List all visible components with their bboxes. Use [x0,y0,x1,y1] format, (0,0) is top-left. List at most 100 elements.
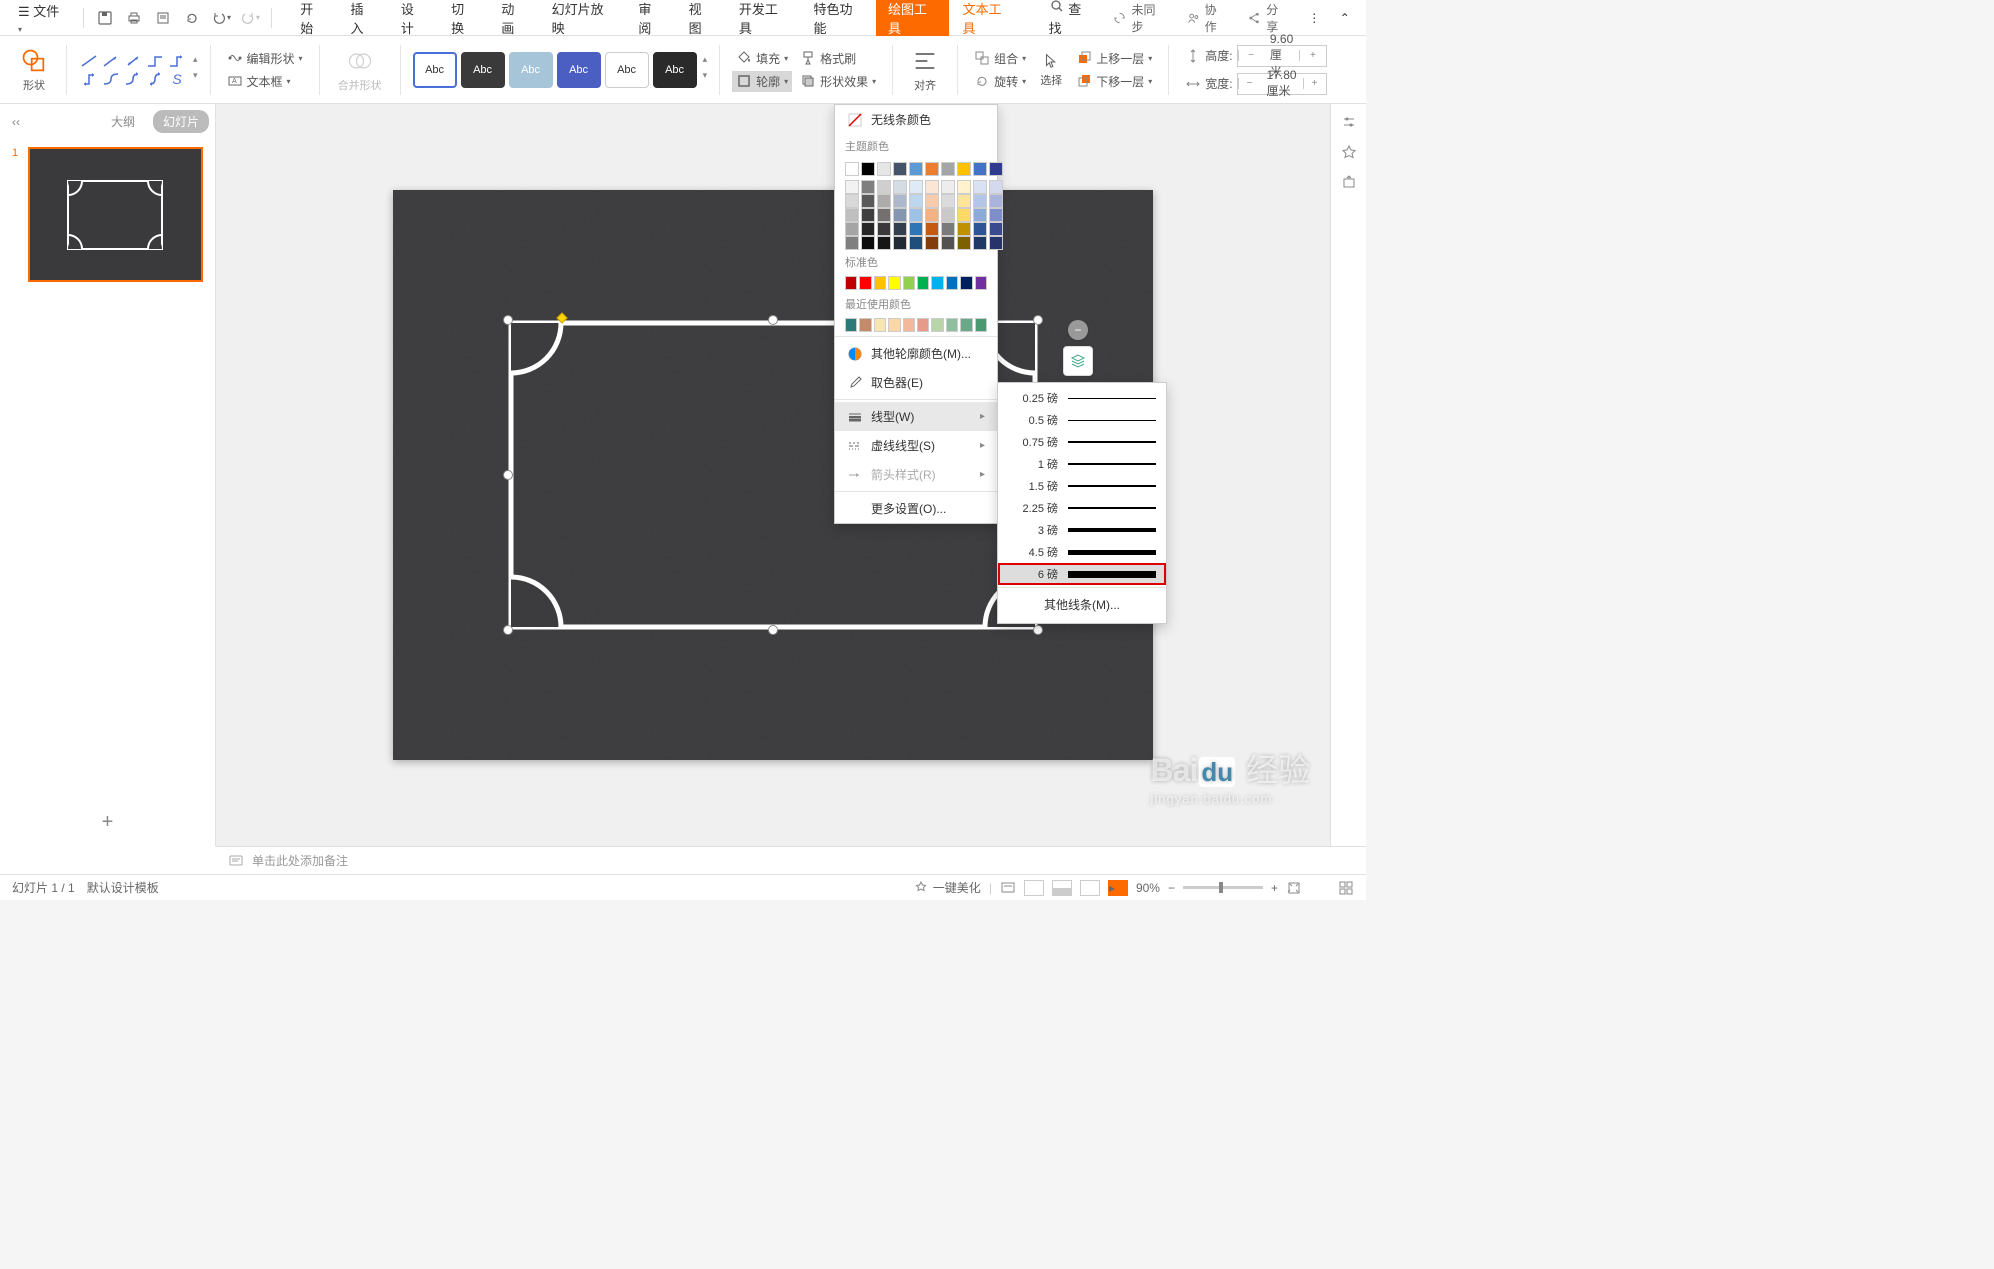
normal-view-icon[interactable] [1024,880,1044,896]
color-swatch[interactable] [960,276,972,290]
zoom-value[interactable]: 90% [1136,881,1160,895]
style-swatch-4[interactable]: Abc [605,52,649,88]
resize-handle-tl[interactable] [503,315,513,325]
rail-settings-icon[interactable] [1339,112,1359,132]
color-swatch[interactable] [859,276,871,290]
color-swatch[interactable] [973,162,987,176]
resize-handle-bl[interactable] [503,625,513,635]
weight-3 磅[interactable]: 3 磅 [998,519,1166,541]
style-swatch-3[interactable]: Abc [557,52,601,88]
color-swatch[interactable] [946,276,958,290]
color-swatch[interactable] [845,236,859,250]
color-swatch[interactable] [909,208,923,222]
style-up-icon[interactable]: ▴ [703,54,708,69]
style-gallery[interactable]: AbcAbcAbcAbcAbcAbc [413,52,697,88]
color-swatch[interactable] [877,194,891,208]
color-swatch[interactable] [931,318,943,332]
shapes-button[interactable]: 形状 [14,43,54,97]
style-swatch-0[interactable]: Abc [413,52,457,88]
collapse-panel-icon[interactable]: ‹‹ [6,115,26,129]
color-swatch[interactable] [909,222,923,236]
color-swatch[interactable] [957,194,971,208]
zoom-slider[interactable] [1183,886,1263,889]
style-swatch-2[interactable]: Abc [509,52,553,88]
slides-tab[interactable]: 幻灯片 [153,110,209,133]
color-swatch[interactable] [946,318,958,332]
color-swatch[interactable] [893,236,907,250]
color-swatch[interactable] [957,162,971,176]
color-swatch[interactable] [888,318,900,332]
color-swatch[interactable] [925,236,939,250]
color-swatch[interactable] [845,276,857,290]
color-swatch[interactable] [973,194,987,208]
format-painter-button[interactable]: 格式刷 [796,48,880,69]
style-swatch-5[interactable]: Abc [653,52,697,88]
slideshow-view-icon[interactable]: ▸ [1108,880,1128,896]
redo-icon[interactable]: ▾ [236,4,263,32]
align-button[interactable]: 对齐 [905,43,945,97]
theme-tint-grid[interactable] [835,180,997,250]
color-swatch[interactable] [893,208,907,222]
color-swatch[interactable] [861,208,875,222]
color-swatch[interactable] [903,276,915,290]
color-swatch[interactable] [960,318,972,332]
color-swatch[interactable] [893,194,907,208]
color-swatch[interactable] [909,194,923,208]
color-swatch[interactable] [845,194,859,208]
color-swatch[interactable] [877,222,891,236]
resize-handle-tr[interactable] [1033,315,1043,325]
color-swatch[interactable] [845,180,859,194]
select-button[interactable]: 选择 [1034,48,1068,92]
color-swatch[interactable] [845,208,859,222]
color-swatch[interactable] [941,236,955,250]
more-settings-item[interactable]: 更多设置(O)... [835,494,997,523]
color-swatch[interactable] [845,222,859,236]
color-swatch[interactable] [973,208,987,222]
no-line-item[interactable]: 无线条颜色 [835,105,997,134]
eyedropper-item[interactable]: 取色器(E) [835,368,997,397]
color-swatch[interactable] [941,162,955,176]
resize-handle-ml[interactable] [503,470,513,480]
color-swatch[interactable] [874,318,886,332]
line-gallery[interactable]: S [79,53,187,87]
rotate-button[interactable]: 旋转▾ [970,71,1030,92]
layers-icon[interactable] [1063,346,1093,376]
zoom-out-icon[interactable]: − [1168,881,1175,895]
color-swatch[interactable] [989,194,1003,208]
print-icon[interactable] [121,4,148,32]
color-swatch[interactable] [893,180,907,194]
outline-button[interactable]: 轮廓▾ [732,71,792,92]
notes-bar[interactable]: 单击此处添加备注 [216,846,1366,874]
color-swatch[interactable] [989,162,1003,176]
color-swatch[interactable] [941,208,955,222]
rail-star-icon[interactable] [1339,142,1359,162]
collapse-ribbon-icon[interactable]: ⌃ [1331,4,1358,32]
color-swatch[interactable] [989,222,1003,236]
grid-icon[interactable] [1338,880,1354,896]
color-swatch[interactable] [909,180,923,194]
color-swatch[interactable] [957,222,971,236]
color-swatch[interactable] [845,162,859,176]
color-swatch[interactable] [909,236,923,250]
zoom-in-icon[interactable]: + [1271,881,1278,895]
color-swatch[interactable] [957,208,971,222]
sorter-view-icon[interactable] [1052,880,1072,896]
style-swatch-1[interactable]: Abc [461,52,505,88]
color-swatch[interactable] [861,236,875,250]
color-swatch[interactable] [973,236,987,250]
file-menu[interactable]: ☰ 文件 ▾ [8,0,75,39]
theme-color-grid[interactable] [835,158,997,180]
beautify-button[interactable]: 一键美化 [913,879,981,896]
canvas-area[interactable]: − 无线条颜色 主题颜色 标准色 最近使用颜色 其他轮廓颜色(M)... [216,104,1330,846]
color-swatch[interactable] [925,222,939,236]
color-swatch[interactable] [859,318,871,332]
color-swatch[interactable] [941,222,955,236]
color-swatch[interactable] [861,222,875,236]
color-swatch[interactable] [877,208,891,222]
save-icon[interactable] [92,4,119,32]
other-lines-item[interactable]: 其他线条(M)... [998,590,1166,619]
color-swatch[interactable] [877,162,891,176]
dash-style-item[interactable]: 虚线线型(S)▸ [835,431,997,460]
edit-shape-button[interactable]: 编辑形状▾ [223,48,307,69]
color-swatch[interactable] [989,208,1003,222]
